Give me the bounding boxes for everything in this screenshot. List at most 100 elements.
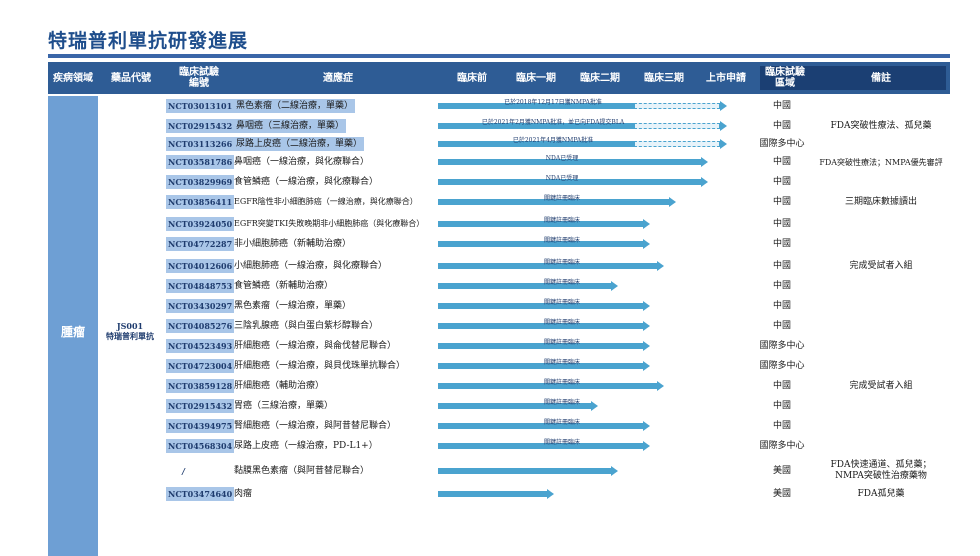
trial-note [812,336,950,356]
bar-arrow-icon [643,341,650,351]
trial-area: 美國 [772,489,791,499]
table-row: / 黏膜黑色素瘤（與阿昔替尼聯合） 美國 FDA快速通道、孤兒藥； NMPA突破性治療… [48,458,950,484]
trial-note: 三期臨床數據讀出 [844,196,917,207]
trial-number: NCT03581786 [166,155,235,169]
trial-area: 中國 [772,239,791,249]
indication: 尿路上皮癌（二線治療，單藥） [234,137,365,151]
trial-note [812,172,950,192]
trial-number: NCT04848753 [166,279,235,293]
trial-area: 中國 [772,101,791,111]
trial-note [812,316,950,336]
trial-number: NCT03859128 [166,379,235,393]
header-phase1: 臨床一期 [516,72,556,84]
table-row: NCT03430297 黑色素瘤（一線治療，單藥） 關鍵註冊臨床 中國 [48,296,950,316]
trial-note [812,234,950,254]
trial-area: 國際多中心 [759,139,805,149]
indication: 食管鱗癌（一線治療，與化療聯合） [234,177,379,187]
table-row: NCT03113266 尿路上皮癌（二線治療，單藥） 已於2021年4月獲NMPA批… [48,134,950,154]
indication: 腎細胞癌（一線治療，與阿昔替尼聯合） [234,421,397,431]
progress-bar [438,263,657,269]
bar-arrow-icon [643,301,650,311]
bar-arrow-icon [643,219,650,229]
bar-label: 關鍵註冊臨床 [543,379,581,386]
header-dark-band [760,66,946,90]
progress-bar [438,123,634,129]
bar-label: 已於2021年2月獲NMPA批准，並已向FDA提交BLA [481,119,625,126]
progress-bar [438,443,643,449]
bar-arrow-icon [701,177,708,187]
trial-note [812,96,950,116]
indication: 肝細胞癌（一線治療，與侖伐替尼聯合） [234,341,397,351]
trial-number: NCT02915432 [166,399,235,413]
table-row: NCT02915432 鼻咽癌（三線治療，單藥） 已於2021年2月獲NMPA批准，… [48,116,950,136]
table-row: NCT03856411 EGFR陰性非小細胞肺癌（一線治療，與化療聯合） 關鍵註冊臨… [48,192,950,212]
bar-label: 關鍵註冊臨床 [543,279,581,286]
table-row: NCT04394975 腎細胞癌（一線治療，與阿昔替尼聯合） 關鍵註冊臨床 中國 [48,416,950,436]
header-disease: 疾病領域 [53,72,93,84]
bar-arrow-icon [643,441,650,451]
header-trial-no: 臨床試驗 編號 [179,67,219,89]
trial-note [812,296,950,316]
indication: 肝細胞癌（輔助治療） [234,381,325,391]
trial-note [812,396,950,416]
trial-area: 中國 [772,121,791,131]
trial-number: NCT03856411 [166,195,235,209]
drug-name: 特瑞普利單抗 [106,331,154,341]
progress-bar [438,103,634,109]
progress-bar [438,323,643,329]
trial-area: 中國 [772,401,791,411]
trial-note: 完成受試者入組 [849,380,913,391]
progress-bar [438,241,643,247]
trial-note [812,214,950,234]
bar-label: 關鍵註冊臨床 [543,399,581,406]
indication: 黑色素瘤（二線治療，單藥） [234,99,356,113]
table-row: NCT03859128 肝細胞癌（輔助治療） 關鍵註冊臨床 中國 完成受試者入組 [48,376,950,396]
table-row: NCT04012606 小細胞肺癌（一線治療，與化療聯合） 關鍵註冊臨床 中國 完成受試… [48,256,950,276]
table-row: NCT03581786 鼻咽癌（一線治療，與化療聯合） NDA已受理 中國 FDA突破性… [48,152,950,172]
header-phase3: 臨床三期 [644,72,684,84]
trial-area: 中國 [772,157,791,167]
indication: EGFR突變TKI失敗晚期非小細胞肺癌（與化療聯合） [234,219,425,228]
trial-number: NCT03924050 [166,217,235,231]
header-note: 備註 [871,72,891,84]
indication: 肉瘤 [234,489,253,499]
trial-number: NCT04085276 [166,319,235,333]
trial-number: NCT04012606 [166,259,235,273]
bar-label: 關鍵註冊臨床 [543,319,581,326]
bar-label: NDA已受理 [545,175,579,182]
progress-bar [438,468,611,474]
page-title: 特瑞普利單抗研發進展 [48,30,249,52]
progress-bar [438,403,591,409]
bar-label: 已於2021年4月獲NMPA批准 [512,137,594,144]
indication: 鼻咽癌（一線治療，與化療聯合） [234,157,370,167]
bar-arrow-icon [643,321,650,331]
header-market: 上市申請 [706,72,746,84]
bar-arrow-icon [643,361,650,371]
bar-label: 關鍵註冊臨床 [543,217,581,224]
trial-note: FDA快速通道、孤兒藥； NMPA突破性治療藥物 [830,460,932,481]
trial-note: 完成受試者入組 [849,260,913,271]
table-row: NCT02915432 胃癌（三線治療，單藥） 關鍵註冊臨床 中國 [48,396,950,416]
bar-arrow-icon [643,421,650,431]
bar-label: 關鍵註冊臨床 [543,299,581,306]
trial-note [812,134,950,154]
progress-bar [438,199,669,205]
progress-bar [438,159,701,165]
trial-number: NCT04394975 [166,419,235,433]
trial-area: 中國 [772,301,791,311]
bar-label: 關鍵註冊臨床 [543,195,581,202]
bar-label: 關鍵註冊臨床 [543,339,581,346]
trial-number: NCT04723004 [166,359,235,373]
indication: 小細胞肺癌（一線治療，與化療聯合） [234,261,388,271]
indication: 黏膜黑色素瘤（與阿昔替尼聯合） [234,466,370,476]
table-row: NCT03013101 黑色素瘤（二線治療，單藥） 已於2018年12月17日獲NM… [48,96,950,116]
trial-number: NCT04523493 [166,339,235,353]
bar-arrow-icon [643,239,650,249]
trial-area: 中國 [772,421,791,431]
progress-bar [438,383,657,389]
trial-note: FDA突破性療法、孤兒藥 [830,120,932,131]
trial-number: NCT03013101 [166,99,235,113]
table-row: NCT03924050 EGFR突變TKI失敗晚期非小細胞肺癌（與化療聯合） 關鍵註… [48,214,950,234]
bar-label: 關鍵註冊臨床 [543,259,581,266]
header-phase2: 臨床二期 [580,72,620,84]
